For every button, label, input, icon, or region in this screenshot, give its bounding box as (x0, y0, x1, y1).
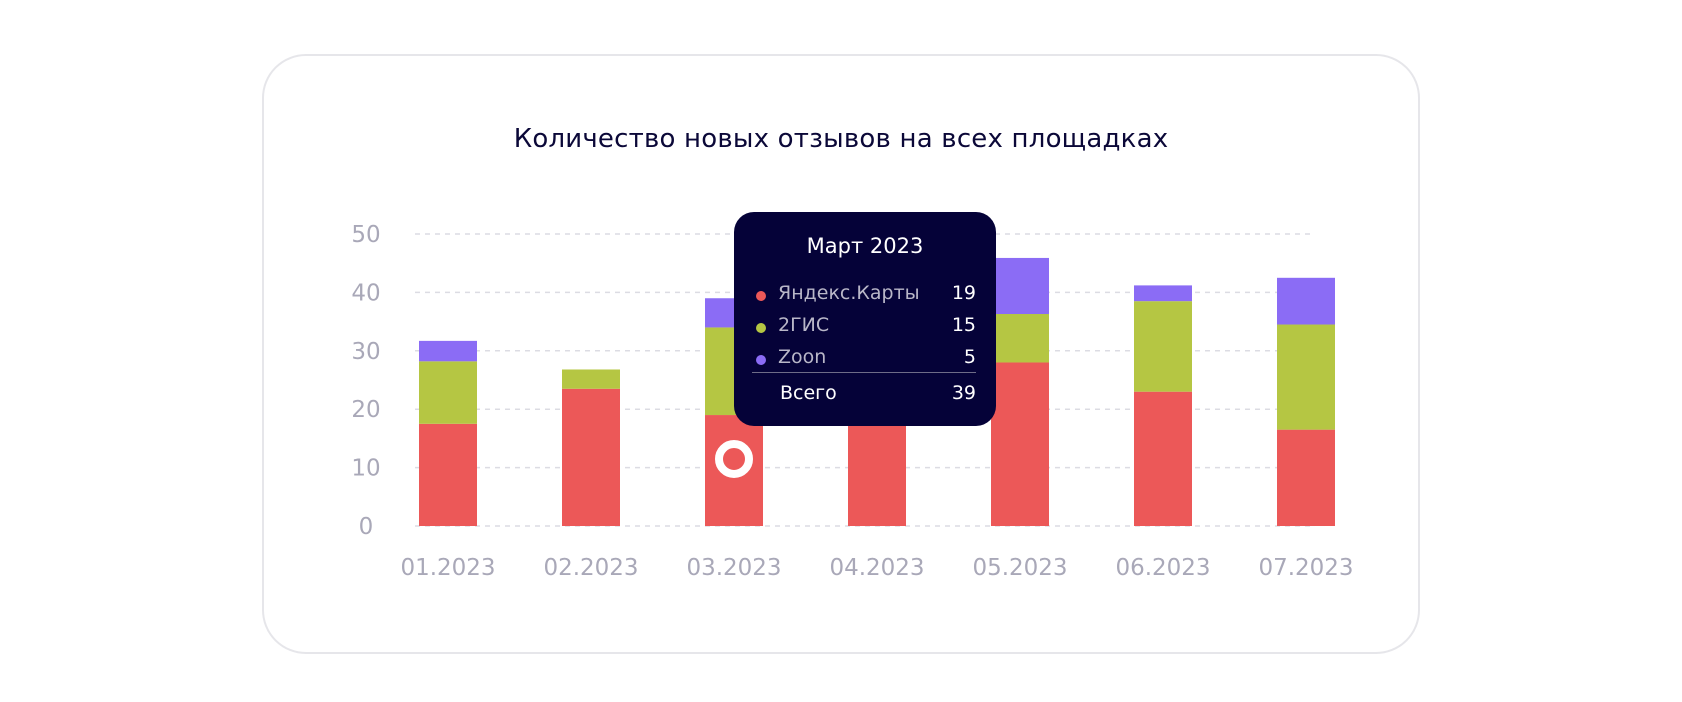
x-tick-label: 06.2023 (1115, 555, 1210, 581)
tooltip-row-yandex: Яндекс.Карты 19 (756, 282, 976, 308)
x-tick-label: 01.2023 (400, 555, 495, 581)
x-tick-label: 04.2023 (829, 555, 924, 581)
y-tick-label: 10 (351, 456, 380, 482)
chart-title: Количество новых отзывов на всех площадк… (513, 124, 1169, 154)
bar-segment[interactable] (1277, 324, 1335, 430)
legend-dot-2gis (756, 323, 766, 333)
y-tick-label: 20 (351, 397, 380, 423)
y-tick-label: 0 (359, 514, 374, 540)
legend-dot-zoon (756, 355, 766, 365)
bar-segment[interactable] (419, 340, 477, 362)
bar-segment[interactable] (991, 314, 1049, 363)
y-tick-label: 40 (351, 280, 380, 306)
tooltip-series-name: Яндекс.Карты (778, 282, 920, 304)
bar-segment[interactable] (1134, 285, 1192, 302)
bar-segment[interactable] (848, 415, 906, 526)
tooltip-series-value: 5 (963, 346, 976, 368)
y-tick-labels: 0 10 20 30 40 50 (351, 222, 380, 540)
y-tick-label: 30 (351, 339, 380, 365)
x-tick-label: 05.2023 (972, 555, 1067, 581)
tooltip-total-value: 39 (951, 382, 976, 404)
tooltip-divider (752, 372, 976, 373)
tooltip-series-name: Zoon (778, 346, 827, 368)
tooltip-title: Март 2023 (806, 234, 924, 258)
tooltip-total-label: Всего (780, 382, 837, 404)
x-tick-labels: 01.2023 02.2023 03.2023 04.2023 05.2023 06.20… (400, 555, 1353, 581)
hover-cursor-icon (715, 440, 753, 478)
tooltip-series-value: 19 (951, 282, 976, 304)
bar-segment[interactable] (991, 362, 1049, 526)
tooltip-series-name: 2ГИС (778, 314, 830, 336)
bar-segment[interactable] (1277, 277, 1335, 325)
bar-segment[interactable] (562, 369, 620, 389)
y-tick-label: 50 (351, 222, 380, 248)
x-tick-label: 03.2023 (686, 555, 781, 581)
tooltip-row-zoon: Zoon 5 (756, 346, 976, 372)
bar-segment[interactable] (1134, 301, 1192, 392)
tooltip-series-value: 15 (951, 314, 976, 336)
bar-segment[interactable] (1134, 391, 1192, 526)
bar-segment[interactable] (419, 361, 477, 424)
bar-segment[interactable] (991, 257, 1049, 315)
legend-dot-yandex (756, 291, 766, 301)
x-tick-label: 02.2023 (543, 555, 638, 581)
bar-segment[interactable] (562, 388, 620, 526)
x-tick-label: 07.2023 (1258, 555, 1353, 581)
bar-segment[interactable] (1277, 429, 1335, 526)
bar-segment[interactable] (419, 423, 477, 526)
tooltip-row-2gis: 2ГИС 15 (756, 314, 976, 340)
hover-tooltip: Март 2023 Яндекс.Карты 19 2ГИС 15 Zoon 5… (734, 212, 996, 426)
